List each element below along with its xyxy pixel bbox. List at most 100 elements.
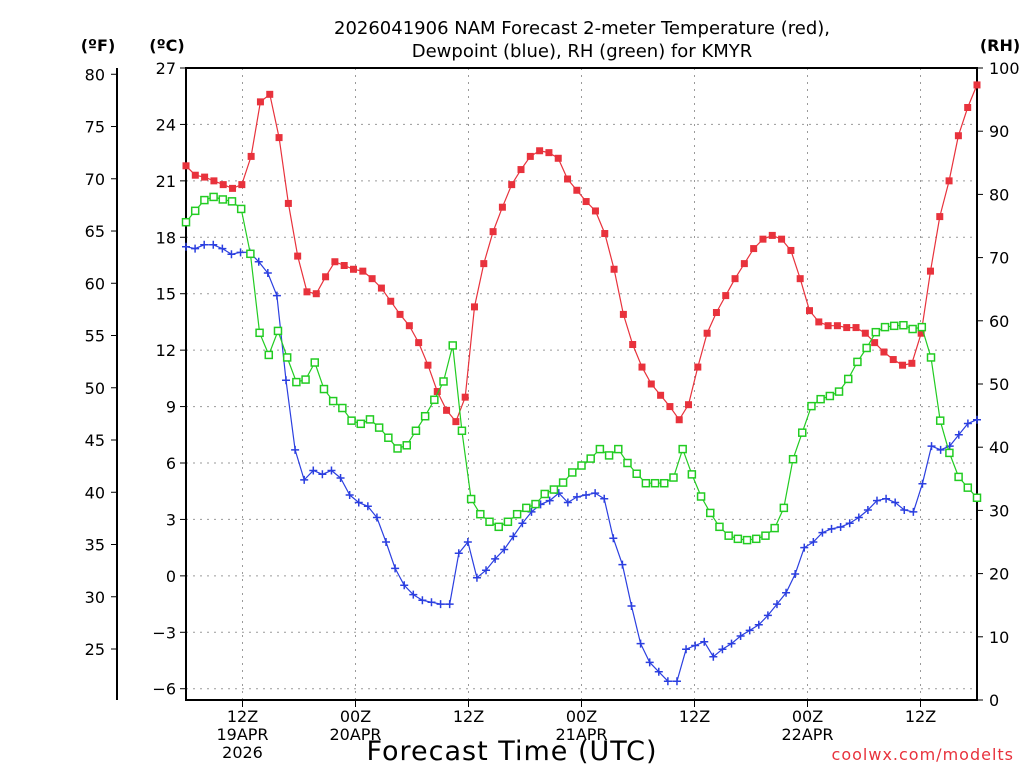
temperature-point <box>582 198 590 206</box>
rh-point <box>595 444 605 454</box>
fahrenheit-tick-label: 40 <box>85 483 105 502</box>
x-tick-label: 00Z <box>340 707 371 726</box>
rh-point <box>733 534 743 544</box>
rh-point <box>678 444 687 454</box>
rh-point <box>282 353 292 362</box>
fahrenheit-tick-label: 65 <box>85 222 105 241</box>
fahrenheit-tick-label: 55 <box>85 327 105 346</box>
celsius-tick-label: 21 <box>156 172 176 191</box>
temperature-point <box>871 339 879 347</box>
rh-point <box>402 441 411 450</box>
rh-point <box>227 197 237 206</box>
rh-point <box>319 384 329 394</box>
temperature-point <box>368 275 376 283</box>
rh-point <box>641 478 651 488</box>
rh-point <box>558 478 568 487</box>
x-tick-label: 19APR <box>216 725 268 744</box>
rh-tick-label: 20 <box>989 565 1009 584</box>
temperature-point <box>815 318 823 326</box>
rh-series <box>181 192 982 545</box>
dewpoint-point <box>191 244 200 253</box>
dewpoint-point <box>709 652 718 661</box>
dewpoint-point <box>718 645 727 654</box>
temperature-point <box>768 231 776 239</box>
temperature-point <box>703 329 711 337</box>
dewpoint-point <box>882 494 891 503</box>
rh-point <box>503 517 513 527</box>
rh-tick-label: 60 <box>989 312 1009 331</box>
rh-point <box>549 485 559 494</box>
temperature-point <box>508 181 516 189</box>
rh-point <box>880 322 890 332</box>
rh-point <box>853 357 862 367</box>
rh-point <box>650 478 660 488</box>
rh-point <box>190 206 200 216</box>
dewpoint-point <box>363 502 372 511</box>
temperature-point <box>312 290 320 298</box>
dewpoint-point <box>400 581 409 590</box>
fahrenheit-tick-label: 75 <box>85 118 105 137</box>
fahrenheit-axis-unit: (ºF) <box>81 36 116 55</box>
temperature-line <box>185 84 978 423</box>
temperature-point <box>917 329 925 337</box>
dewpoint-point <box>591 489 600 498</box>
rh-point <box>200 195 209 205</box>
dewpoint-point <box>963 419 972 428</box>
dewpoint-point <box>354 498 363 507</box>
temperature-point <box>601 230 609 238</box>
temperature-point <box>833 322 841 330</box>
dewpoint-point <box>218 244 227 253</box>
fahrenheit-tick-label: 30 <box>85 588 105 607</box>
temperature-point <box>470 303 478 311</box>
x-tick-label: 00Z <box>566 707 597 726</box>
temperature-point <box>554 154 562 162</box>
temperature-point <box>387 297 395 305</box>
dewpoint-point <box>736 632 745 641</box>
temperature-point <box>796 275 804 283</box>
gridlines <box>186 68 977 700</box>
rh-tick-label: 90 <box>989 122 1009 141</box>
rh-point <box>834 387 844 396</box>
temperature-point <box>452 418 460 426</box>
temperature-point <box>415 339 423 347</box>
temperature-point <box>219 181 227 189</box>
rh-tick-label: 30 <box>989 501 1009 520</box>
temperature-point <box>238 181 246 189</box>
dewpoint-point <box>872 496 881 505</box>
rh-point <box>761 531 770 540</box>
temperature-point <box>722 292 730 300</box>
temperature-point <box>926 267 934 275</box>
temperature-point <box>936 213 944 221</box>
rh-point <box>696 492 706 501</box>
rh-point <box>264 350 274 360</box>
dewpoint-point <box>445 600 454 609</box>
dewpoint-point <box>282 376 291 385</box>
temperature-point <box>861 329 869 337</box>
dewpoint-point <box>791 569 800 578</box>
dewpoint-point <box>745 626 754 635</box>
rh-point <box>209 192 218 202</box>
temperature-point <box>564 175 572 183</box>
temperature-point <box>712 309 720 317</box>
rh-point <box>540 489 549 499</box>
rh-point <box>669 473 678 482</box>
celsius-tick-label: 9 <box>166 398 176 417</box>
dewpoint-point <box>336 474 345 483</box>
dewpoint-point <box>763 611 772 620</box>
celsius-tick-label: 24 <box>156 115 176 134</box>
rh-point <box>742 535 752 545</box>
dewpoint-point <box>272 291 281 300</box>
chart-title-line-1: 2026041906 NAM Forecast 2-meter Temperat… <box>334 18 830 39</box>
rh-point <box>807 401 816 411</box>
rh-point <box>531 499 540 509</box>
dewpoint-point <box>227 250 236 259</box>
dewpoint-point <box>482 566 491 575</box>
dewpoint-point <box>382 538 391 546</box>
temperature-point <box>461 393 469 401</box>
source-credit: coolwx.com/modelts <box>832 745 1014 764</box>
dewpoint-point <box>518 519 527 528</box>
temperature-point <box>331 258 339 266</box>
rh-point <box>825 391 835 401</box>
rh-axis-unit: (RH) <box>980 36 1020 55</box>
dewpoint-point <box>463 538 472 546</box>
